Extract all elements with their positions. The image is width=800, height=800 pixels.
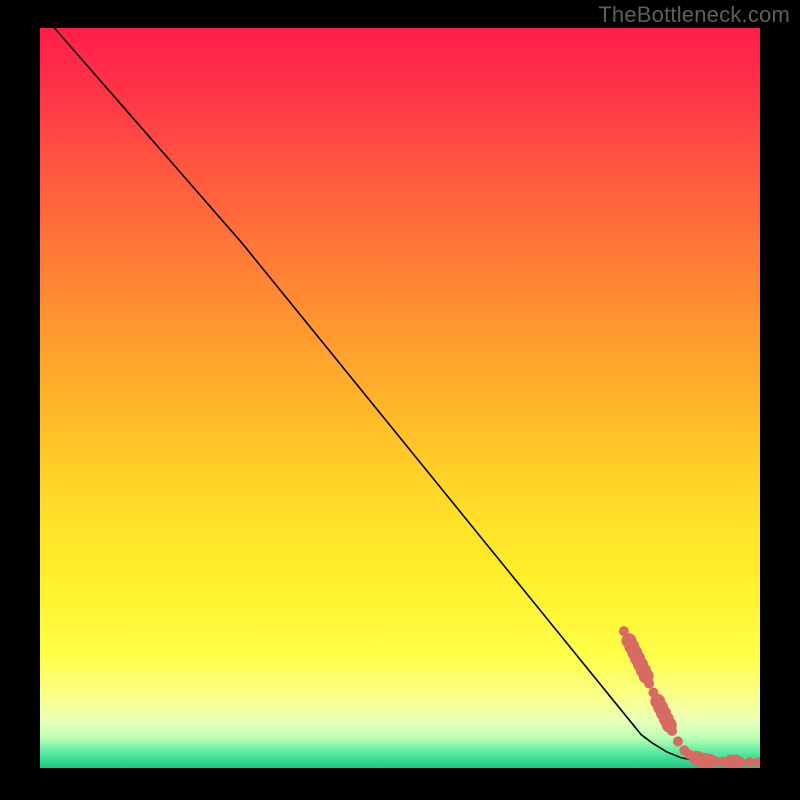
data-marker <box>644 679 654 689</box>
plot-frame <box>40 28 760 768</box>
watermark-text: TheBottleneck.com <box>598 2 790 28</box>
data-marker <box>667 726 677 736</box>
gradient-background <box>40 28 760 768</box>
data-marker <box>745 757 755 767</box>
data-marker <box>736 757 746 767</box>
chart-root: TheBottleneck.com <box>0 0 800 800</box>
plot-svg <box>40 28 760 768</box>
data-marker <box>673 736 683 746</box>
